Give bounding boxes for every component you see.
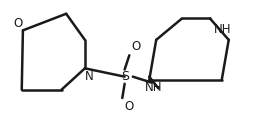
- Text: N: N: [85, 70, 94, 83]
- Text: NH: NH: [145, 81, 163, 94]
- Text: S: S: [121, 70, 129, 83]
- Text: O: O: [125, 100, 134, 113]
- Text: NH: NH: [214, 23, 232, 36]
- Text: O: O: [14, 17, 23, 30]
- Text: O: O: [132, 40, 141, 53]
